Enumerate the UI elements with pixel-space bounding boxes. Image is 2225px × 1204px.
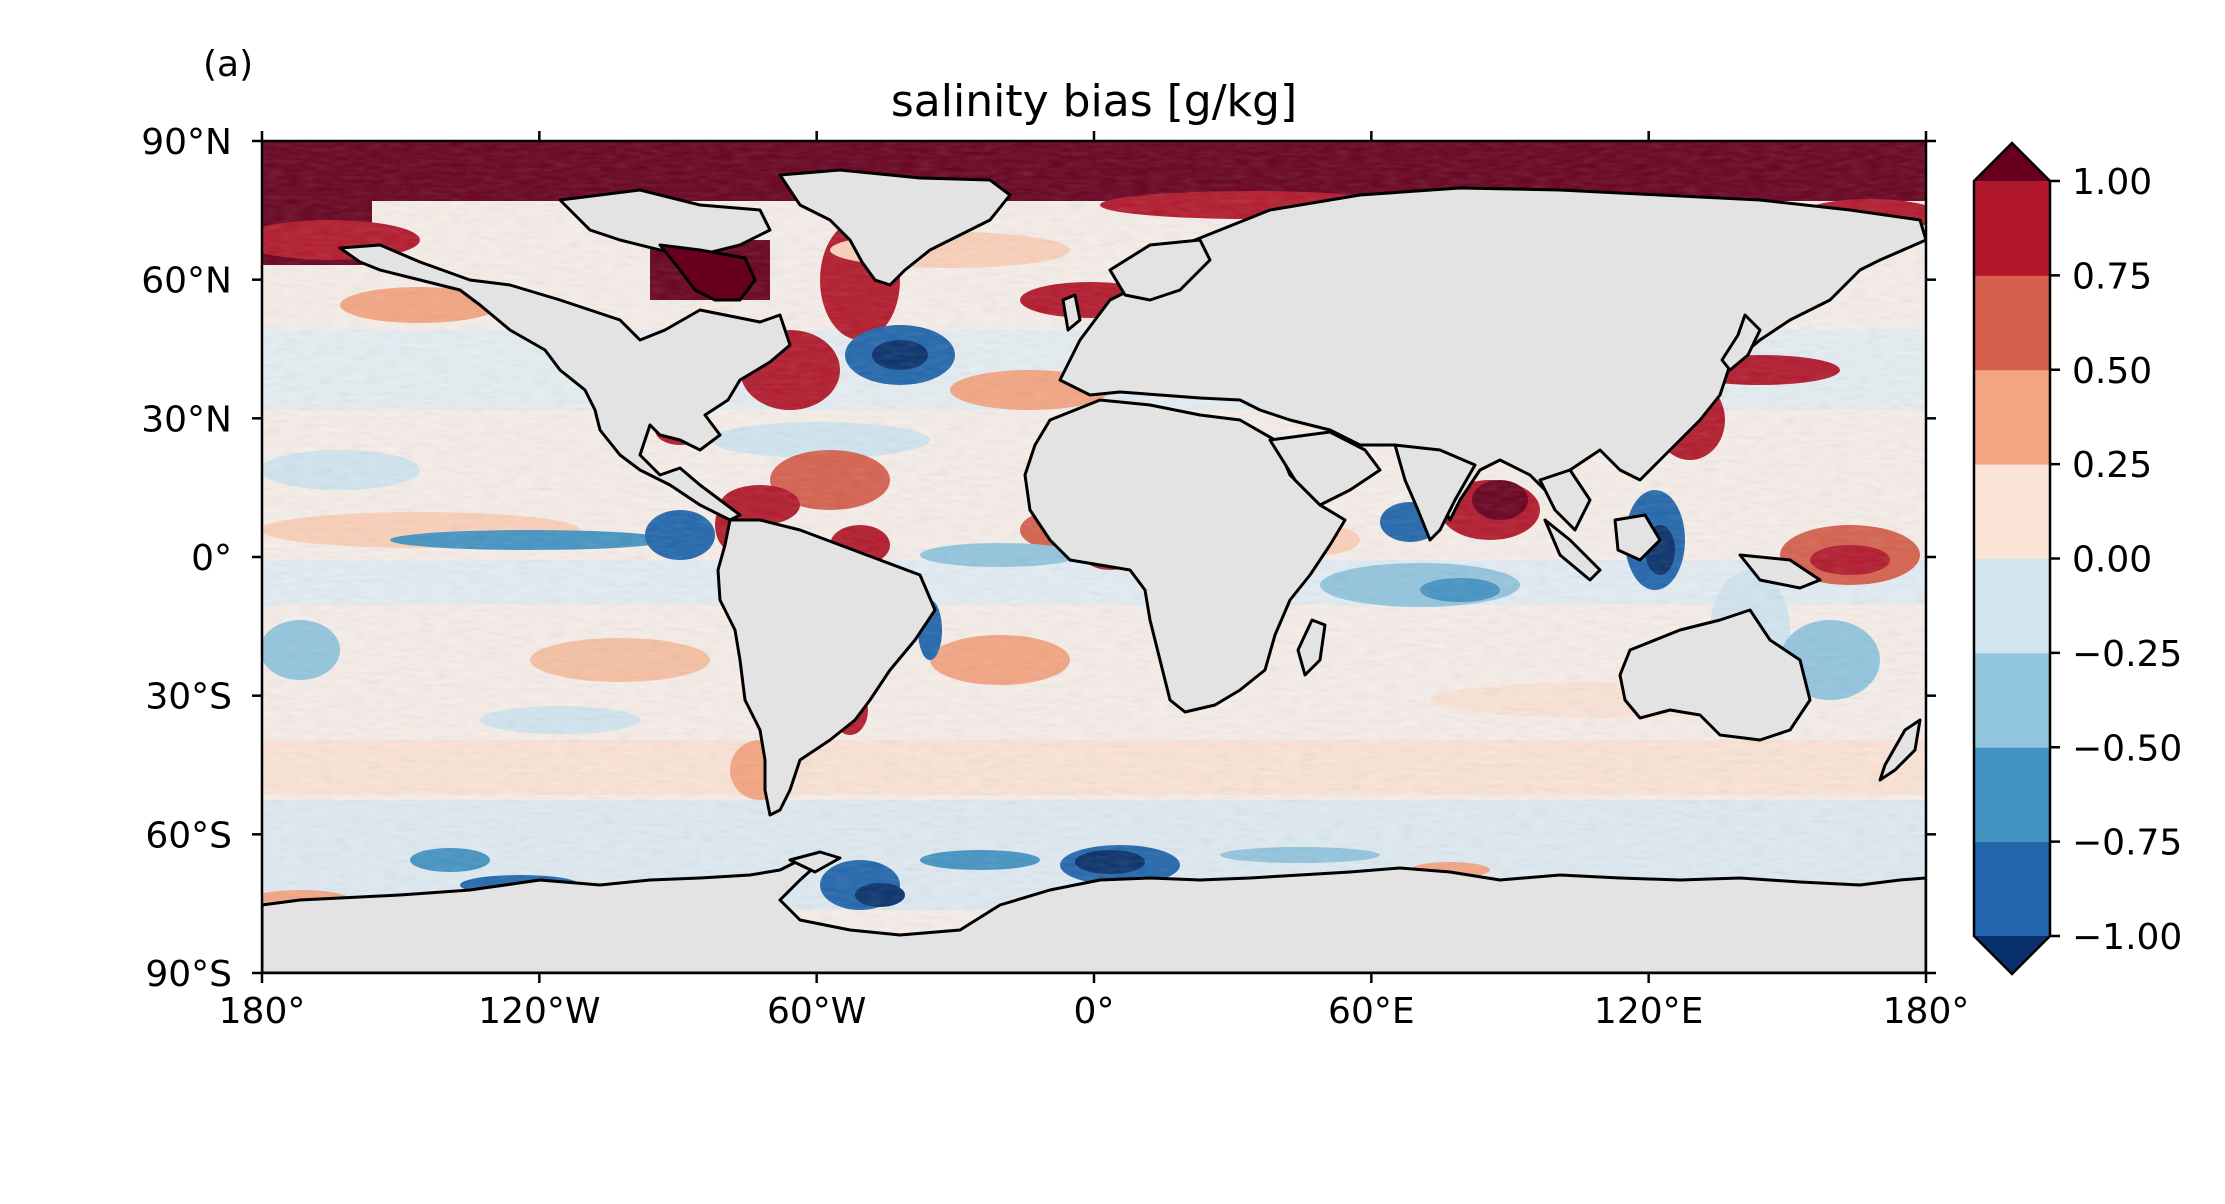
antarctic-peninsula bbox=[788, 850, 842, 874]
x-tick-label: 180° bbox=[219, 991, 306, 1032]
y-tick-label: 0° bbox=[191, 538, 232, 579]
x-tick-label: 120°E bbox=[1594, 991, 1703, 1032]
colorbar-bin bbox=[1974, 275, 2050, 371]
colorbar-bin bbox=[1974, 558, 2050, 654]
colorbar-bin bbox=[1974, 181, 2050, 276]
arabia bbox=[1268, 430, 1382, 507]
colorbar-tick-label: 0.75 bbox=[2072, 256, 2152, 297]
canadian-archipelago bbox=[558, 188, 772, 257]
y-tick-label: 90°N bbox=[141, 122, 232, 163]
x-axis: 180° 120°W 60°W 0° 60°E 120°E 180° bbox=[219, 131, 1970, 1032]
uk bbox=[1061, 293, 1082, 332]
map-axes bbox=[262, 141, 1926, 973]
new-guinea bbox=[1738, 553, 1822, 590]
south-america bbox=[716, 518, 937, 817]
x-tick-label: 120°W bbox=[478, 991, 600, 1032]
colorbar-tick-label: −0.25 bbox=[2072, 634, 2182, 675]
panel-label: (a) bbox=[203, 44, 253, 85]
x-tick-label: 60°W bbox=[767, 991, 866, 1032]
x-tick-label: 60°E bbox=[1328, 991, 1415, 1032]
y-tick-label: 60°N bbox=[141, 261, 232, 302]
x-tick-label: 180° bbox=[1883, 991, 1970, 1032]
colorbar-bin bbox=[1974, 652, 2050, 748]
australia bbox=[1618, 608, 1812, 742]
colorbar-tick-label: 1.00 bbox=[2072, 162, 2152, 203]
sumatra bbox=[1543, 518, 1602, 582]
y-tick-label: 60°S bbox=[145, 815, 232, 856]
greenland bbox=[778, 168, 1012, 287]
southeast-asia bbox=[1538, 468, 1592, 532]
colorbar-tick-label: −0.75 bbox=[2072, 823, 2182, 864]
colorbar-bin bbox=[1974, 841, 2050, 937]
new-zealand bbox=[1878, 718, 1922, 782]
north-america bbox=[338, 243, 792, 522]
land-masses bbox=[262, 168, 1926, 973]
colorbar-tick-label: 0.00 bbox=[2072, 540, 2152, 581]
hudson-bay bbox=[658, 243, 757, 302]
japan bbox=[1720, 313, 1762, 372]
india bbox=[1393, 443, 1477, 542]
colorbar-bin bbox=[1974, 464, 2050, 559]
map-title: salinity bias [g/kg] bbox=[891, 76, 1297, 127]
y-tick-label: 90°S bbox=[145, 954, 232, 995]
colorbar-tick-label: −0.50 bbox=[2072, 728, 2182, 769]
y-tick-label: 30°N bbox=[141, 399, 232, 440]
antarctica bbox=[262, 858, 1926, 973]
y-axis: 90°N 60°N 30°N 0° 30°S 60°S 90°S bbox=[141, 122, 1936, 995]
colorbar-bin bbox=[1974, 369, 2050, 465]
colorbar-tick-label: −1.00 bbox=[2072, 917, 2182, 958]
scandinavia bbox=[1108, 238, 1212, 302]
eurasia bbox=[1058, 186, 1926, 522]
y-tick-label: 30°S bbox=[145, 677, 232, 718]
colorbar-extend-min bbox=[1974, 936, 2050, 974]
colorbar-extend-max bbox=[1974, 143, 2050, 181]
borneo bbox=[1613, 513, 1662, 562]
colorbar-tick-label: 0.50 bbox=[2072, 351, 2152, 392]
colorbar-bin bbox=[1974, 747, 2050, 843]
colorbar-tick-label: 0.25 bbox=[2072, 445, 2152, 486]
africa bbox=[1023, 398, 1347, 714]
x-tick-label: 0° bbox=[1074, 991, 1115, 1032]
madagascar bbox=[1296, 618, 1327, 677]
colorbar: 1.00 0.75 0.50 0.25 0.00 −0.25 −0.50 −0.75 −1.00 bbox=[1972, 141, 2182, 976]
